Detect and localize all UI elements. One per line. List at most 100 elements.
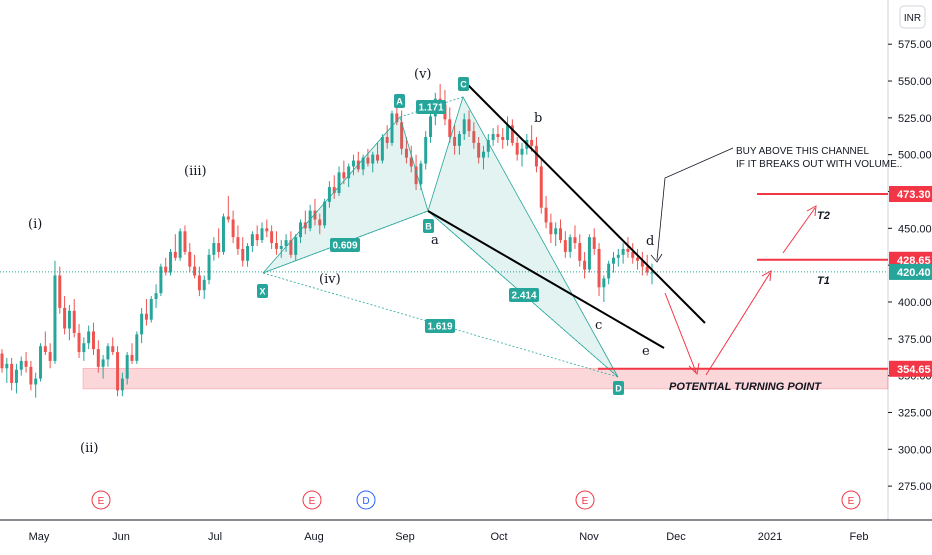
candle [626, 237, 630, 258]
candle-body [260, 228, 264, 241]
wave-label-e: e [642, 344, 650, 359]
channel-lower-line[interactable] [427, 210, 665, 349]
candle [419, 160, 423, 191]
candle-body [164, 266, 168, 273]
candle [361, 154, 365, 176]
price-tag: 473.30 [889, 186, 932, 203]
event-marker[interactable]: E [91, 490, 111, 510]
candle [486, 134, 490, 158]
candle-body [390, 113, 394, 143]
candle [274, 231, 278, 255]
wave-label-d: d [646, 234, 654, 249]
price-tag-label: 473.30 [897, 189, 931, 201]
candle-body [19, 360, 23, 370]
candle [621, 243, 625, 264]
point-x-label: X [259, 287, 265, 297]
x-tick-label: 2021 [758, 531, 782, 543]
candle-body [351, 160, 355, 167]
y-tick-label: 325.00 [898, 407, 932, 419]
candle [164, 257, 168, 276]
candle [337, 166, 341, 196]
candle [91, 322, 95, 356]
price-tag-bg [889, 263, 932, 280]
candle [520, 142, 524, 167]
support-zone-rect[interactable] [82, 367, 889, 390]
candle [212, 237, 216, 261]
candle [496, 125, 500, 143]
candle [429, 110, 433, 143]
candle [597, 243, 601, 297]
candle-body [274, 243, 278, 249]
target-t1-label: T1 [817, 275, 830, 287]
candle-body [549, 222, 553, 235]
candle-body [453, 136, 457, 146]
candle [116, 346, 120, 397]
candle-body [159, 266, 163, 294]
candle [24, 352, 28, 373]
candle [409, 145, 413, 173]
wave-label-iii: (iii) [184, 164, 207, 179]
point-a-marker[interactable]: A [394, 94, 405, 108]
candle-body [217, 243, 221, 252]
candle-body [144, 313, 148, 320]
point-c-marker[interactable]: C [458, 77, 469, 91]
candle [231, 210, 235, 244]
wave-label-ii: (ii) [80, 441, 98, 456]
point-b-marker[interactable]: B [423, 219, 434, 233]
currency-button[interactable]: INR [899, 5, 926, 29]
ratio-xb-value: 0.609 [332, 241, 357, 252]
ratio-badge-xb: 0.609 [330, 238, 360, 252]
event-marker[interactable]: D [356, 490, 376, 510]
candle [467, 110, 471, 137]
event-marker[interactable]: E [302, 490, 322, 510]
candle-body [101, 359, 105, 367]
point-x-marker[interactable]: X [257, 284, 268, 298]
time-axis[interactable]: May Jun Jul Aug Sep Oct Nov Dec 2021 Feb [29, 531, 869, 543]
candle [96, 340, 100, 373]
candle [0, 349, 4, 373]
candle-body [197, 275, 201, 291]
candle [631, 243, 635, 264]
candle-body [631, 251, 635, 258]
y-tick-label: 375.00 [898, 334, 932, 346]
candle-body [140, 313, 144, 335]
candle [371, 151, 375, 173]
channel-upper-line[interactable] [465, 82, 706, 324]
candle [77, 324, 81, 358]
candle-body [592, 237, 596, 249]
candle-body [419, 163, 423, 185]
x-tick-label: Jul [208, 531, 222, 543]
candle-body [24, 360, 28, 367]
candle-body [14, 369, 18, 384]
candle [636, 248, 640, 270]
candle-body [294, 237, 298, 255]
candle [510, 119, 514, 146]
candle [226, 195, 230, 223]
event-marker[interactable]: E [575, 490, 595, 510]
candle-body [429, 116, 433, 137]
candle [48, 343, 52, 369]
x-tick-label: Sep [395, 531, 415, 543]
candle-body [568, 237, 572, 252]
candle-body [621, 248, 625, 255]
candle [140, 307, 144, 344]
candle-body [82, 343, 86, 353]
candle [515, 136, 519, 161]
candle-body [559, 228, 563, 241]
candle [650, 263, 654, 285]
candle [559, 219, 563, 244]
point-d-label: D [615, 384, 622, 394]
candle-body [255, 234, 259, 241]
candle [332, 175, 336, 199]
candle [202, 275, 206, 300]
candle-body [327, 187, 331, 202]
candle [246, 243, 250, 267]
point-d-marker[interactable]: D [613, 381, 624, 395]
event-marker[interactable]: E [841, 490, 861, 510]
note-pointer-arrowhead [650, 253, 663, 263]
harmonic-point-markers: X A B C D [257, 77, 624, 395]
candle-body [467, 119, 471, 132]
candle-body [457, 134, 461, 146]
